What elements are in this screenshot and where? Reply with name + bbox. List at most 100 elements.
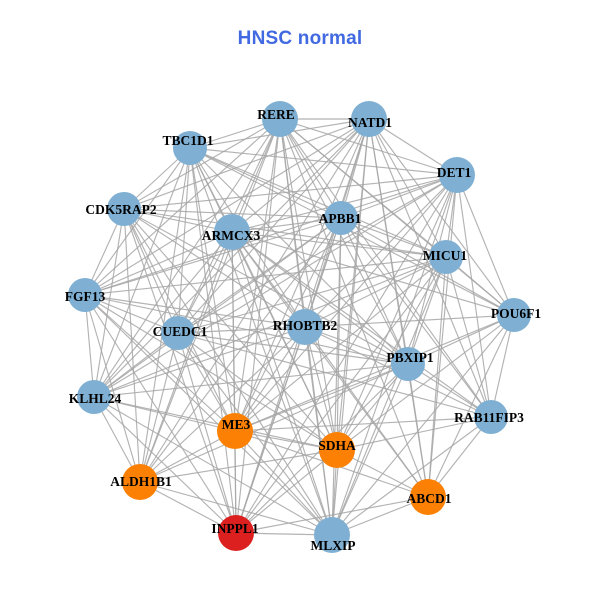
graph-edge	[235, 326, 306, 534]
graph-edge	[189, 147, 236, 432]
graph-edge	[231, 231, 333, 536]
graph-edge	[177, 332, 338, 451]
graph-node-rhobtb2[interactable]	[287, 309, 323, 345]
graph-edge	[93, 396, 333, 536]
graph-edge	[304, 314, 515, 328]
graph-node-aldh1b1[interactable]	[122, 464, 158, 500]
graph-node-me3[interactable]	[217, 413, 253, 449]
graph-edge	[231, 217, 342, 233]
graph-node-det1[interactable]	[439, 157, 475, 193]
graph-edge	[93, 396, 338, 451]
graph-edge	[93, 118, 281, 398]
graph-node-micu1[interactable]	[429, 240, 463, 274]
graph-edge	[235, 118, 281, 534]
graph-node-armcx3[interactable]	[214, 214, 250, 250]
graph-node-apbb1[interactable]	[324, 201, 358, 235]
graph-edge	[177, 326, 306, 334]
graph-edge	[139, 326, 306, 483]
graph-edge	[84, 294, 338, 451]
graph-edge	[189, 147, 447, 258]
graph-node-cdk5rap2[interactable]	[107, 192, 141, 226]
graph-edge	[231, 231, 447, 258]
graph-edge	[331, 256, 447, 536]
graph-edge	[304, 256, 447, 328]
graph-edge	[189, 147, 409, 365]
graph-edge	[93, 256, 447, 398]
graph-node-natd1[interactable]	[351, 101, 387, 137]
graph-edge	[177, 332, 333, 536]
graph-node-pou6f1[interactable]	[497, 298, 531, 332]
graph-edge	[139, 363, 409, 483]
graph-edge	[304, 326, 409, 365]
graph-edge	[123, 208, 141, 483]
graph-edge	[123, 208, 306, 328]
graph-edge	[279, 118, 429, 498]
graph-edge	[340, 217, 492, 418]
graph-edge	[331, 217, 342, 536]
graph-edge	[234, 174, 458, 432]
graph-edge	[304, 326, 429, 498]
graph-edge	[123, 208, 409, 365]
graph-edge	[336, 174, 458, 451]
graph-edge	[231, 231, 492, 418]
graph-node-pbxip1[interactable]	[391, 347, 425, 381]
graph-edge	[331, 363, 409, 536]
graph-edge	[123, 208, 237, 534]
graph-edge	[93, 147, 191, 398]
graph-node-tbc1d1[interactable]	[173, 131, 207, 165]
graph-edge	[331, 416, 492, 536]
graph-node-rab11fip3[interactable]	[474, 400, 508, 434]
graph-node-rere[interactable]	[262, 101, 298, 137]
graph-node-inppl1[interactable]	[218, 515, 254, 551]
graph-edge	[84, 294, 141, 483]
graph-edge	[123, 208, 342, 219]
graph-edge	[407, 314, 515, 365]
graph-edge	[177, 147, 191, 334]
graph-edge	[177, 332, 237, 534]
graph-edge	[84, 294, 237, 534]
graph-edge	[189, 147, 458, 176]
graph-edge	[189, 147, 342, 219]
graph-edge	[177, 174, 458, 334]
graph-node-klhl24[interactable]	[77, 380, 111, 414]
graph-edge	[235, 256, 447, 534]
graph-edge	[123, 118, 370, 210]
graph-node-cuedc1[interactable]	[161, 316, 195, 350]
graph-edge	[123, 208, 179, 334]
graph-edge	[235, 496, 429, 534]
graph-edge	[331, 314, 515, 536]
graph-edge	[123, 208, 338, 451]
graph-edge	[407, 363, 429, 498]
graph-node-abcd1[interactable]	[410, 479, 446, 515]
graph-edge	[231, 231, 515, 316]
graph-edge	[407, 256, 447, 365]
graph-edge	[427, 256, 447, 498]
graph-edge	[93, 396, 237, 534]
graph-edge	[84, 118, 281, 296]
graph-node-fgf13[interactable]	[68, 278, 102, 312]
graph-edge	[234, 118, 281, 432]
graph-edge	[139, 332, 179, 483]
graph-edge	[368, 118, 515, 316]
graph-edge	[93, 118, 370, 398]
graph-edge	[93, 231, 233, 398]
graph-edge	[93, 174, 458, 398]
graph-edge	[231, 231, 338, 451]
graph-edge	[336, 256, 447, 451]
graph-edge	[279, 118, 492, 418]
graph-edge	[427, 314, 515, 498]
graph-node-sdha[interactable]	[319, 432, 355, 468]
graph-edge	[234, 416, 492, 432]
graph-edge	[177, 332, 492, 418]
graph-edge	[177, 256, 447, 334]
graph-edge	[279, 118, 342, 219]
graph-edge	[139, 449, 338, 483]
graph-edge	[84, 294, 236, 432]
graph-edge	[456, 174, 515, 316]
graph-edge	[93, 363, 409, 398]
graph-node-mlxip[interactable]	[314, 517, 350, 553]
graph-edge	[84, 231, 233, 296]
graph-edge	[189, 147, 515, 316]
